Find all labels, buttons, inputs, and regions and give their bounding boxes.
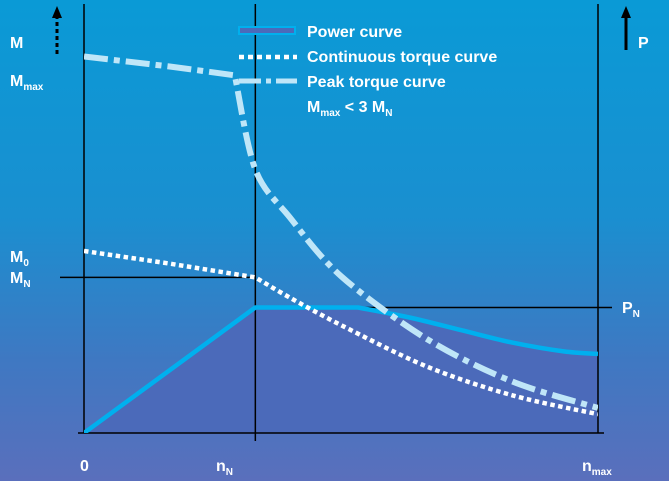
p-axis-arrow-icon — [621, 6, 631, 50]
p-axis-label: P — [638, 35, 649, 52]
m-axis-arrow-icon — [52, 6, 62, 54]
x-tick-n-max: nmax — [582, 458, 612, 478]
peak-torque-curve-line — [84, 53, 598, 411]
legend-swatch-power — [238, 26, 296, 35]
legend-entry-power: Power curve — [307, 24, 402, 41]
power-curve-line — [84, 305, 598, 433]
legend-note: Mmax < 3 MN — [307, 99, 392, 119]
legend-entry-peak: Peak torque curve — [307, 74, 446, 91]
m-0-tick-label: M0 — [10, 249, 29, 269]
legend-entry-continuous: Continuous torque curve — [307, 49, 497, 66]
legend: Power curve Continuous torque curve Peak… — [238, 24, 497, 119]
m-n-tick-label: MN — [10, 270, 31, 290]
m-axis-label: M — [10, 35, 23, 52]
p-n-tick-label: PN — [622, 300, 640, 320]
x-tick-0: 0 — [80, 458, 89, 475]
x-tick-n-n: nN — [216, 458, 233, 478]
m-max-tick-label: Mmax — [10, 73, 44, 93]
